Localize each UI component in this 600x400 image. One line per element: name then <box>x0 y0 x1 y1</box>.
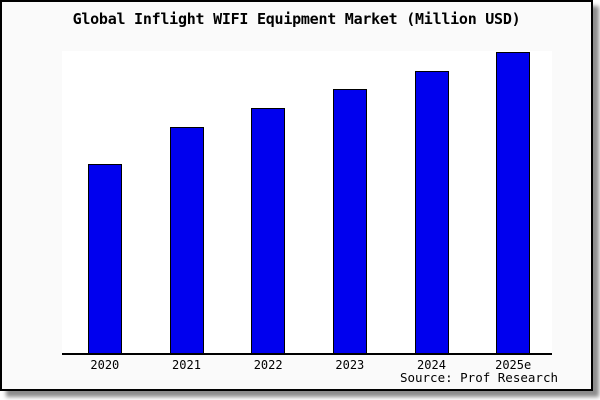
bar-2025e <box>496 52 531 353</box>
bar-2022 <box>251 108 286 353</box>
bar-2023 <box>332 89 367 353</box>
source-credit: Source: Prof Research <box>399 370 558 385</box>
plot-area <box>62 51 552 355</box>
bar-2021 <box>169 127 204 353</box>
x-tick-2023: 2023 <box>335 358 365 372</box>
x-tick-2021: 2021 <box>172 358 201 372</box>
bar-2020 <box>87 164 122 353</box>
x-tick-2020: 2020 <box>90 358 120 372</box>
chart-title: Global Inflight WIFI Equipment Market (M… <box>72 10 521 28</box>
bar-2024 <box>414 71 449 353</box>
x-tick-2022: 2022 <box>253 358 283 372</box>
chart-frame: Global Inflight WIFI Equipment Market (M… <box>0 0 593 391</box>
